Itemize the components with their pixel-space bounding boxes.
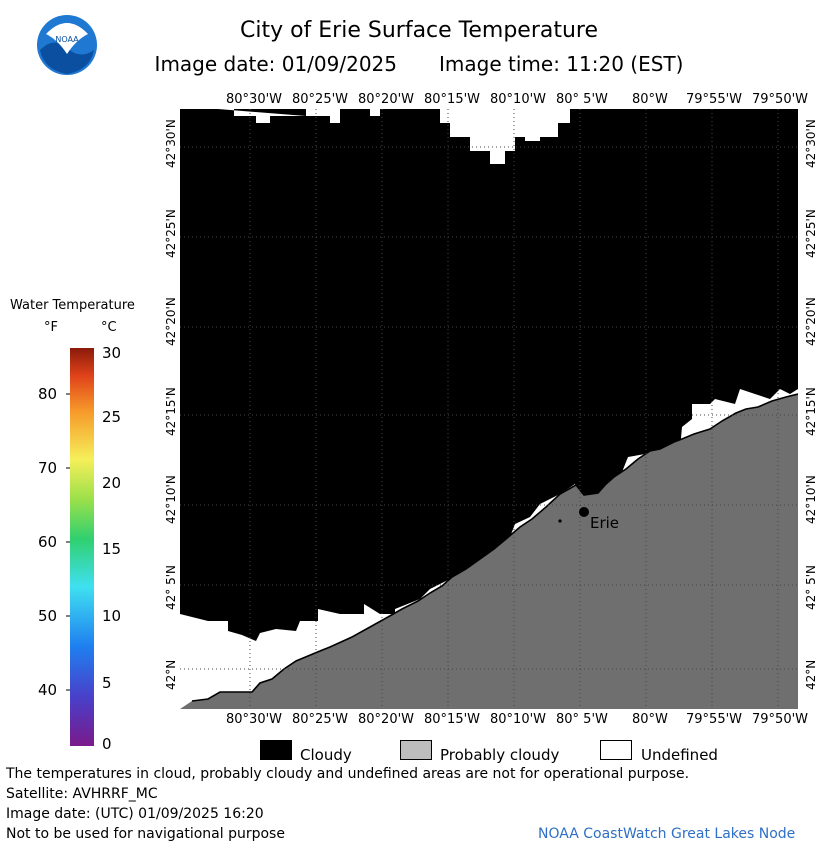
- f-tick: 70: [38, 459, 58, 477]
- lon-label: 80°15'W: [424, 712, 481, 727]
- c-tick: 5: [102, 674, 112, 692]
- footer-credit: NOAA CoastWatch Great Lakes Node: [538, 826, 796, 842]
- land-probably-cloudy: [180, 394, 798, 709]
- lat-label: 42°25'N: [164, 209, 178, 258]
- lon-label: 80°30'W: [226, 92, 283, 107]
- lon-label: 80°20'W: [358, 712, 415, 727]
- lon-label: 80°25'W: [292, 92, 349, 107]
- undefined-top-left: [218, 109, 340, 123]
- c-tick: 30: [102, 344, 122, 362]
- f-tick: 60: [38, 533, 58, 551]
- lat-label: 42°20'N: [804, 297, 818, 346]
- lon-label: 80°20'W: [358, 92, 415, 107]
- legend-label-cloudy: Cloudy: [300, 746, 352, 764]
- lon-label: 80° 5'W: [556, 92, 608, 107]
- legend-label-probably-cloudy: Probably cloudy: [440, 746, 560, 764]
- lat-label: 42°10'N: [164, 475, 178, 524]
- legend-label-undefined: Undefined: [641, 746, 718, 764]
- f-tick: 80: [38, 385, 58, 403]
- undefined-top-middle: [370, 109, 570, 164]
- logo-text: NOAA: [55, 35, 79, 44]
- f-tick: 40: [38, 681, 58, 699]
- shoreline: [191, 393, 798, 702]
- unit-f: °F: [44, 320, 58, 335]
- colorbar-title: Water Temperature: [10, 298, 135, 313]
- c-tick: 25: [102, 408, 122, 426]
- footer-disclaimer: The temperatures in cloud, probably clou…: [6, 766, 690, 782]
- graticule: [180, 109, 798, 709]
- c-tick: 0: [102, 735, 112, 753]
- footer-utc-date: Image date: (UTC) 01/09/2025 16:20: [6, 806, 264, 822]
- lon-label: 79°55'W: [686, 712, 743, 727]
- c-tick: 15: [102, 540, 122, 558]
- legend-swatch-cloudy: [260, 740, 292, 760]
- lon-label: 80°10'W: [490, 712, 547, 727]
- c-tick: 20: [102, 474, 122, 492]
- lon-label: 80°W: [632, 712, 668, 727]
- erie-city-label: Erie: [590, 514, 619, 532]
- noaa-logo: NOAA: [37, 15, 97, 75]
- lat-label: 42°20'N: [164, 297, 178, 346]
- lon-label: 80°15'W: [424, 92, 481, 107]
- unit-c: °C: [101, 320, 117, 335]
- lat-label: 42°25'N: [804, 209, 818, 258]
- map-subtitle: Image date: 01/09/2025 Image time: 11:20 …: [0, 52, 838, 76]
- legend-swatch-undefined: [600, 740, 632, 760]
- map-title: City of Erie Surface Temperature: [239, 18, 599, 43]
- lat-label: 42°30'N: [804, 119, 818, 168]
- f-tick: 50: [38, 607, 58, 625]
- lon-label: 80° 5'W: [556, 712, 608, 727]
- lon-label: 79°50'W: [752, 92, 809, 107]
- footer-satellite: Satellite: AVHRRF_MC: [6, 786, 158, 802]
- lat-label: 42° 5'N: [164, 565, 178, 610]
- lon-label: 80°30'W: [226, 712, 283, 727]
- lat-label: 42°15'N: [164, 387, 178, 436]
- lon-label: 80°25'W: [292, 712, 349, 727]
- lat-label: 42°N: [804, 659, 818, 690]
- erie-city-marker: [579, 507, 589, 517]
- lat-label: 42°10'N: [804, 475, 818, 524]
- footer-navigation-warning: Not to be used for navigational purpose: [6, 826, 285, 842]
- image-time-label: Image time: 11:20 (EST): [439, 52, 684, 76]
- colorbar: [66, 348, 94, 746]
- lat-label: 42°15'N: [804, 387, 818, 436]
- lat-label: 42°30'N: [164, 119, 178, 168]
- lat-label: 42°N: [164, 659, 178, 690]
- lon-label: 80°W: [632, 92, 668, 107]
- legend-swatch-probably-cloudy: [400, 740, 432, 760]
- c-tick: 10: [102, 607, 122, 625]
- presque-isle-dot: [558, 519, 562, 523]
- lat-label: 42° 5'N: [804, 565, 818, 610]
- image-date-label: Image date: 01/09/2025: [154, 52, 398, 76]
- lon-label: 79°55'W: [686, 92, 743, 107]
- lon-label: 79°50'W: [752, 712, 809, 727]
- lon-label: 80°10'W: [490, 92, 547, 107]
- map-area: Erie: [180, 109, 798, 709]
